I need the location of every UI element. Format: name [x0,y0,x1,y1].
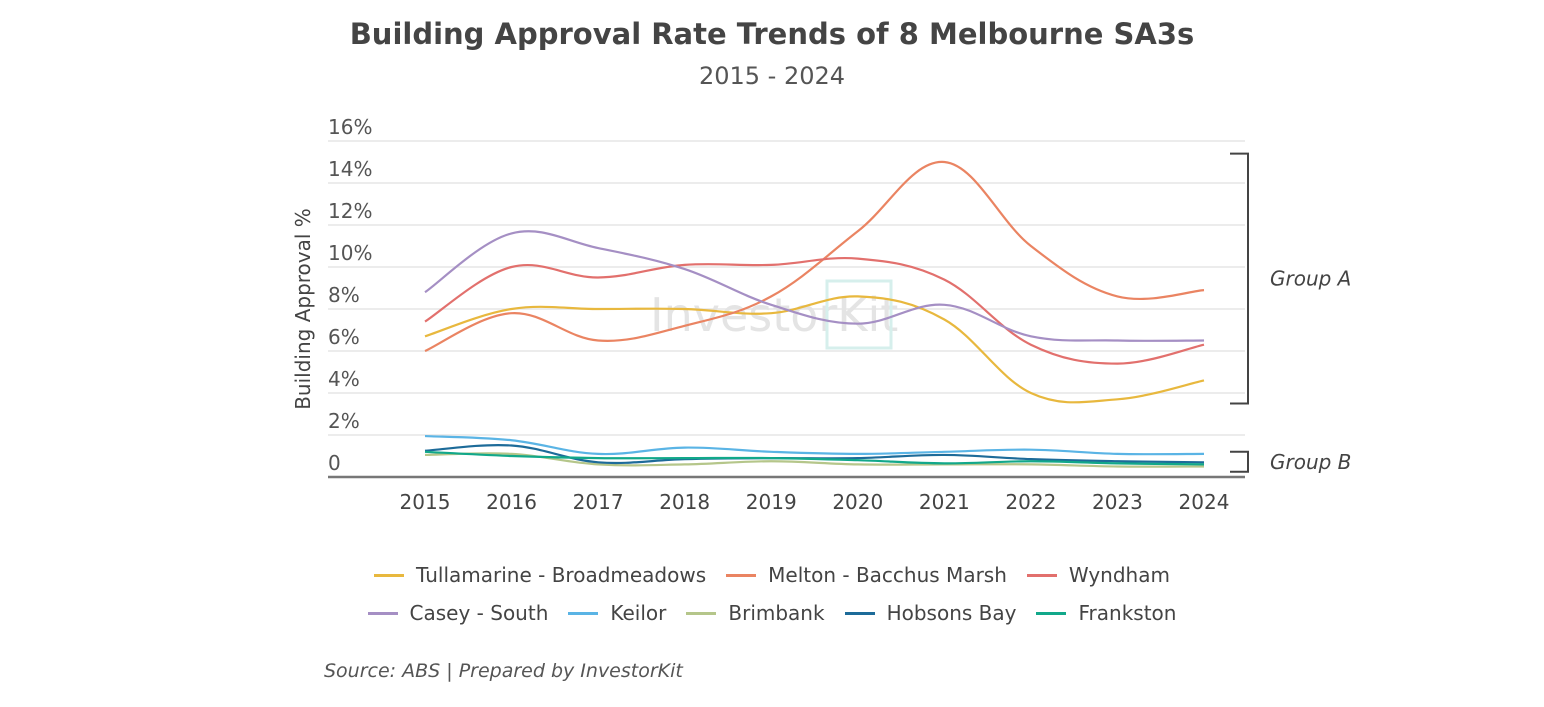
legend-item[interactable]: Keilor [568,601,666,625]
legend-label: Melton - Bacchus Marsh [768,563,1007,587]
y-tick-label: 4% [328,367,360,391]
x-tick-label: 2022 [1005,490,1056,514]
y-tick-label: 0 [328,451,341,475]
legend-swatch [686,611,717,615]
series-line-wyndham [424,257,1205,365]
series-line-keilor [424,434,1205,456]
legend-label: Hobsons Bay [886,601,1017,625]
legend-label: Brimbank [728,601,825,625]
chart-title: Building Approval Rate Trends of 8 Melbo… [349,17,1195,51]
legend-item[interactable]: Melton - Bacchus Marsh [726,563,1007,587]
watermark-logo-box [825,279,893,350]
legend-label: Keilor [610,601,667,625]
series-line-tullamarine-broadmeadows [424,295,1205,404]
legend-swatch [1036,611,1067,615]
group-bracket [1230,450,1249,473]
x-tick-label: 2019 [746,490,797,514]
legend-label: Tullamarine - Broadmeadows [416,563,707,587]
series-line-frankston [424,450,1205,466]
x-tick-label: 2020 [832,490,883,514]
series-line-casey-south [424,230,1205,342]
legend-item[interactable]: Casey - South [367,601,549,625]
legend-item[interactable]: Hobsons Bay [844,601,1017,625]
y-tick-label: 8% [328,283,360,307]
x-tick-label: 2024 [1179,490,1230,514]
x-tick-label: 2018 [659,490,710,514]
group-label: Group B [1270,450,1351,474]
legend-swatch [726,573,757,577]
y-tick-label: 10% [328,241,372,265]
legend-item[interactable]: Wyndham [1026,563,1170,587]
y-tick-label: 12% [328,199,372,223]
y-tick-label: 2% [328,409,360,433]
legend-item[interactable]: Frankston [1036,601,1176,625]
legend-swatch [374,573,405,577]
x-tick-label: 2016 [486,490,537,514]
x-tick-label: 2023 [1092,490,1143,514]
x-tick-label: 2015 [400,490,451,514]
chart-subtitle: 2015 - 2024 [698,62,846,90]
legend-item[interactable]: Tullamarine - Broadmeadows [374,563,706,587]
legend-swatch [1026,573,1057,577]
legend-label: Casey - South [409,601,549,625]
series-line-brimbank [424,452,1205,468]
legend: Tullamarine - Broadmeadows Melton - Bacch… [0,556,1544,632]
legend-item[interactable]: Brimbank [686,601,825,625]
y-tick-label: 16% [328,115,372,139]
y-tick-label: 14% [328,157,372,181]
x-tick-label: 2021 [919,490,970,514]
group-label: Group A [1270,267,1351,291]
legend-label: Wyndham [1068,563,1170,587]
source-note: Source: ABS | Prepared by InvestorKit [324,660,683,682]
group-bracket [1230,152,1249,405]
legend-swatch [844,611,875,615]
y-tick-label: 6% [328,325,360,349]
series-line-melton-bacchus-marsh [424,160,1205,353]
legend-label: Frankston [1078,601,1177,625]
legend-swatch [568,611,599,615]
x-tick-label: 2017 [573,490,624,514]
legend-swatch [367,611,398,615]
y-axis-label: Building Approval % [291,208,315,410]
